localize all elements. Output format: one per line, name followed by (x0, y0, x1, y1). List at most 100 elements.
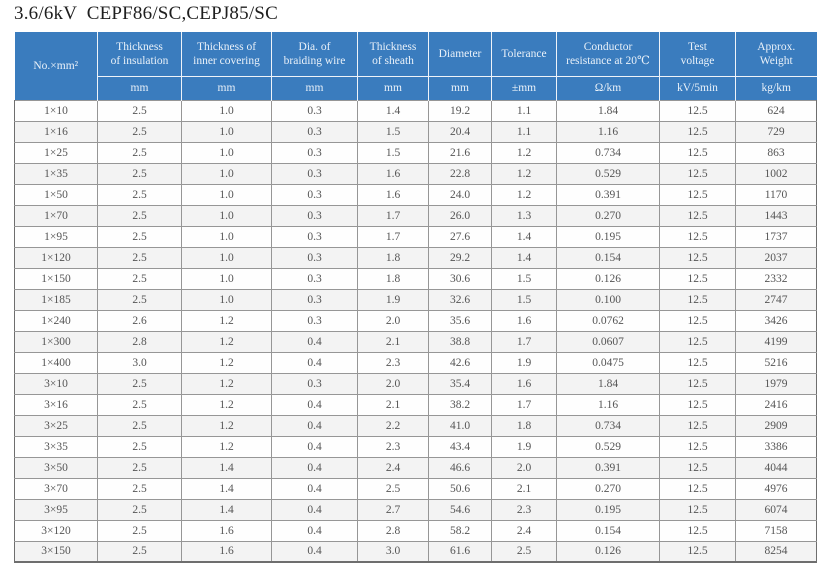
value-cell: 0.3 (271, 204, 358, 227)
row-size-cell: 1×95 (14, 225, 98, 248)
column-header: Tolerance (491, 32, 557, 77)
value-cell: 1.7 (357, 225, 429, 248)
value-cell: 0.195 (556, 498, 660, 521)
value-cell: 1.0 (181, 141, 272, 164)
row-size-cell: 1×150 (14, 267, 98, 290)
value-cell: 2.4 (357, 456, 429, 479)
value-cell: 1.9 (357, 288, 429, 311)
table-body: 1×10 2.5 1.0 0.3 1.4 19.2 1.1 1.84 12.5 624 1×16 2.… (14, 99, 817, 563)
value-cell: 0.4 (271, 393, 358, 416)
value-cell: 1.2 (181, 414, 272, 437)
value-cell: 2.5 (97, 120, 182, 143)
value-cell: 1.0 (181, 120, 272, 143)
value-cell: 2.2 (357, 414, 429, 437)
column-unit: kg/km (735, 75, 817, 100)
table-row: 1×300 2.8 1.2 0.4 2.1 38.8 1.7 0.0607 12.5 4199 (14, 330, 817, 353)
value-cell: 3426 (735, 309, 817, 332)
value-cell: 0.270 (556, 204, 660, 227)
value-cell: 0.4 (271, 330, 358, 353)
value-cell: 1.8 (357, 246, 429, 269)
value-cell: 1.6 (491, 372, 557, 395)
value-cell: 1.2 (491, 141, 557, 164)
value-cell: 4976 (735, 477, 817, 500)
table-row: 3×120 2.5 1.6 0.4 2.8 58.2 2.4 0.154 12.5 7158 (14, 519, 817, 542)
table-row: 1×16 2.5 1.0 0.3 1.5 20.4 1.1 1.16 12.5 729 (14, 120, 817, 143)
value-cell: 1002 (735, 162, 817, 185)
value-cell: 12.5 (659, 393, 736, 416)
value-cell: 2.0 (491, 456, 557, 479)
value-cell: 12.5 (659, 330, 736, 353)
value-cell: 624 (735, 99, 817, 122)
row-size-cell: 1×50 (14, 183, 98, 206)
value-cell: 729 (735, 120, 817, 143)
value-cell: 43.4 (428, 435, 492, 458)
value-cell: 12.5 (659, 246, 736, 269)
value-cell: 3.0 (97, 351, 182, 374)
value-cell: 29.2 (428, 246, 492, 269)
value-cell: 12.5 (659, 99, 736, 122)
value-cell: 3.0 (357, 540, 429, 563)
row-size-cell: 1×35 (14, 162, 98, 185)
value-cell: 1.2 (181, 351, 272, 374)
value-cell: 0.3 (271, 120, 358, 143)
value-cell: 2.0 (357, 309, 429, 332)
table-row: 1×70 2.5 1.0 0.3 1.7 26.0 1.3 0.270 12.5 1443 (14, 204, 817, 227)
value-cell: 3386 (735, 435, 817, 458)
value-cell: 12.5 (659, 288, 736, 311)
value-cell: 2.5 (97, 267, 182, 290)
value-cell: 2.1 (357, 393, 429, 416)
value-cell: 2.5 (97, 498, 182, 521)
value-cell: 1443 (735, 204, 817, 227)
value-cell: 12.5 (659, 414, 736, 437)
value-cell: 30.6 (428, 267, 492, 290)
value-cell: 1.5 (357, 120, 429, 143)
value-cell: 1.2 (181, 435, 272, 458)
table-row: 1×120 2.5 1.0 0.3 1.8 29.2 1.4 0.154 12.5 2037 (14, 246, 817, 269)
value-cell: 1.5 (491, 288, 557, 311)
value-cell: 2.5 (97, 540, 182, 563)
value-cell: 1.4 (181, 498, 272, 521)
header-row-labels: No.×mm² Thickness of insulation Thickness … (14, 32, 817, 100)
row-size-cell: 3×70 (14, 477, 98, 500)
value-cell: 0.391 (556, 183, 660, 206)
row-size-cell: 1×25 (14, 141, 98, 164)
value-cell: 42.6 (428, 351, 492, 374)
value-cell: 26.0 (428, 204, 492, 227)
row-size-cell: 1×400 (14, 351, 98, 374)
table-row: 3×25 2.5 1.2 0.4 2.2 41.0 1.8 0.734 12.5 2909 (14, 414, 817, 437)
value-cell: 1.0 (181, 99, 272, 122)
value-cell: 0.391 (556, 456, 660, 479)
value-cell: 12.5 (659, 309, 736, 332)
row-size-cell: 3×35 (14, 435, 98, 458)
value-cell: 12.5 (659, 225, 736, 248)
value-cell: 1.6 (491, 309, 557, 332)
value-cell: 0.4 (271, 519, 358, 542)
cable-spec-table: No.×mm² Thickness of insulation Thickness … (14, 32, 817, 563)
table-row: 3×150 2.5 1.6 0.4 3.0 61.6 2.5 0.126 12.5 8254 (14, 540, 817, 563)
value-cell: 0.4 (271, 477, 358, 500)
value-cell: 2.5 (97, 246, 182, 269)
row-size-cell: 3×120 (14, 519, 98, 542)
value-cell: 0.154 (556, 246, 660, 269)
value-cell: 54.6 (428, 498, 492, 521)
column-unit: kV/5min (659, 75, 736, 100)
value-cell: 1.6 (357, 183, 429, 206)
value-cell: 4044 (735, 456, 817, 479)
value-cell: 1979 (735, 372, 817, 395)
value-cell: 1.16 (556, 393, 660, 416)
value-cell: 1.0 (181, 288, 272, 311)
value-cell: 1.4 (181, 456, 272, 479)
value-cell: 0.4 (271, 540, 358, 563)
row-size-cell: 1×10 (14, 99, 98, 122)
value-cell: 1.0 (181, 246, 272, 269)
value-cell: 0.3 (271, 288, 358, 311)
value-cell: 21.6 (428, 141, 492, 164)
column-header: Thickness of sheath (357, 32, 429, 77)
value-cell: 1.4 (357, 99, 429, 122)
table-row: 1×240 2.6 1.2 0.3 2.0 35.6 1.6 0.0762 12.5 3426 (14, 309, 817, 332)
value-cell: 2.1 (491, 477, 557, 500)
value-cell: 12.5 (659, 120, 736, 143)
value-cell: 0.3 (271, 183, 358, 206)
value-cell: 2.5 (97, 456, 182, 479)
value-cell: 61.6 (428, 540, 492, 563)
